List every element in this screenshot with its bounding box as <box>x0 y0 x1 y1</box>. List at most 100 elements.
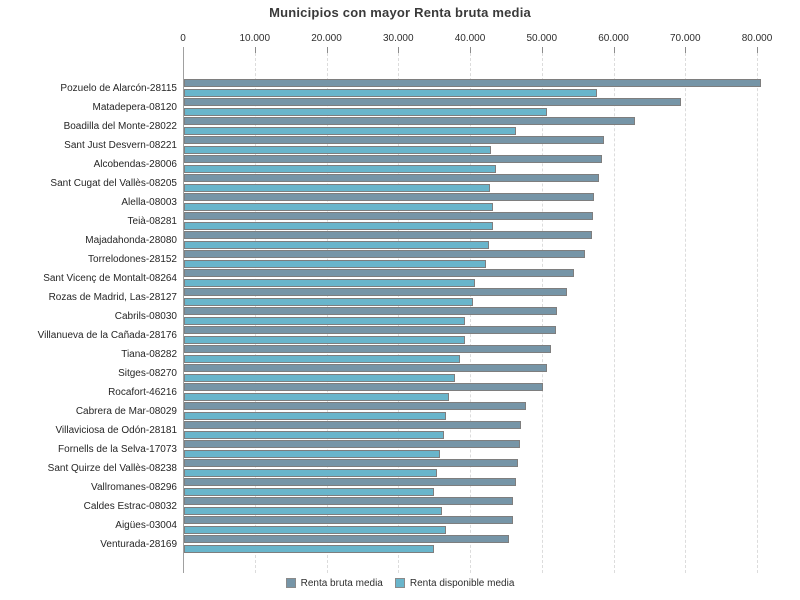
legend-swatch-renta-bruta <box>285 578 296 588</box>
x-axis-tick-label: 50.000 <box>526 33 558 44</box>
legend-label-renta-disponible: Renta disponible media <box>409 577 515 589</box>
bar-renta-disponible-media <box>184 430 444 439</box>
category-label: Rozas de Madrid, Las-28127 <box>48 291 177 303</box>
bar-renta-disponible-media <box>184 145 491 154</box>
x-axis-tick-label: 30.000 <box>382 33 414 44</box>
category-label: Fornells de la Selva-17073 <box>58 443 177 455</box>
category-label: Cabrils-08030 <box>114 310 177 322</box>
bar-renta-disponible-media <box>184 449 440 458</box>
bar-renta-bruta-media <box>184 383 543 391</box>
bar-renta-bruta-media <box>184 497 513 505</box>
bar-renta-bruta-media <box>184 117 635 125</box>
bar-renta-disponible-media <box>184 107 547 116</box>
x-axis-tick-label: 40.000 <box>454 33 486 44</box>
x-axis-tick-mark <box>685 47 687 53</box>
category-label: Rocafort-46216 <box>108 386 177 398</box>
x-axis-tick-mark <box>254 47 256 53</box>
bar-renta-bruta-media <box>184 307 557 315</box>
x-axis-tick-mark <box>398 47 400 53</box>
bar-renta-bruta-media <box>184 326 556 334</box>
category-label: Sant Just Desvern-08221 <box>64 139 177 151</box>
bar-renta-disponible-media <box>184 278 475 287</box>
bar-renta-disponible-media <box>184 506 442 515</box>
category-label: Majadahonda-28080 <box>85 234 177 246</box>
category-label: Venturada-28169 <box>100 538 177 550</box>
x-axis-tick-label: 70.000 <box>669 33 701 44</box>
gridline <box>757 53 758 573</box>
bar-renta-bruta-media <box>184 288 567 296</box>
category-label: Aigües-03004 <box>115 519 177 531</box>
bar-renta-bruta-media <box>184 421 521 429</box>
x-axis-tick-mark <box>326 47 328 53</box>
category-label: Sant Cugat del Vallès-08205 <box>50 177 177 189</box>
bar-renta-disponible-media <box>184 392 449 401</box>
bar-renta-disponible-media <box>184 221 493 230</box>
category-label: Vallromanes-08296 <box>91 481 177 493</box>
category-label: Cabrera de Mar-08029 <box>75 405 177 417</box>
bar-renta-disponible-media <box>184 354 460 363</box>
gridline <box>613 53 615 573</box>
bar-renta-disponible-media <box>184 126 516 135</box>
bar-renta-bruta-media <box>184 535 509 543</box>
x-axis-tick-mark <box>613 47 615 53</box>
bar-renta-bruta-media <box>184 212 593 220</box>
bar-renta-bruta-media <box>184 364 547 372</box>
x-axis-tick-label: 80.000 <box>741 33 773 44</box>
bar-renta-disponible-media <box>184 297 473 306</box>
bar-renta-disponible-media <box>184 525 446 534</box>
bar-renta-bruta-media <box>184 516 513 524</box>
bar-renta-disponible-media <box>184 183 490 192</box>
bar-renta-bruta-media <box>184 402 526 410</box>
bar-renta-bruta-media <box>184 345 551 353</box>
bar-renta-bruta-media <box>184 440 520 448</box>
x-axis-tick-label: 10.000 <box>239 33 271 44</box>
legend-item-renta-bruta[interactable]: Renta bruta media <box>285 577 383 589</box>
category-label: Sant Vicenç de Montalt-08264 <box>43 272 177 284</box>
bar-renta-bruta-media <box>184 269 574 277</box>
bar-renta-bruta-media <box>184 155 602 163</box>
category-label: Teià-08281 <box>127 215 177 227</box>
bar-renta-bruta-media <box>184 98 681 106</box>
category-label: Matadepera-08120 <box>92 101 177 113</box>
x-axis-tick-mark <box>757 47 758 53</box>
bar-renta-disponible-media <box>184 259 486 268</box>
bar-renta-bruta-media <box>184 79 761 87</box>
bar-renta-disponible-media <box>184 202 493 211</box>
category-label: Torrelodones-28152 <box>88 253 177 265</box>
category-label: Boadilla del Monte-28022 <box>63 120 177 132</box>
category-label: Sitges-08270 <box>118 367 177 379</box>
bar-renta-bruta-media <box>184 136 604 144</box>
chart-title: Municipios con mayor Renta bruta media <box>269 5 531 20</box>
category-label: Alella-08003 <box>121 196 177 208</box>
bar-renta-disponible-media <box>184 88 597 97</box>
bar-renta-disponible-media <box>184 335 465 344</box>
y-axis-line <box>183 47 184 573</box>
bar-renta-bruta-media <box>184 231 592 239</box>
x-axis-tick-label: 60.000 <box>598 33 629 44</box>
category-label: Villanueva de la Cañada-28176 <box>37 329 177 341</box>
bar-renta-disponible-media <box>184 164 496 173</box>
bar-renta-disponible-media <box>184 411 446 420</box>
legend-item-renta-disponible[interactable]: Renta disponible media <box>394 577 515 589</box>
legend: Renta bruta media Renta disponible media <box>0 576 800 590</box>
legend-swatch-renta-disponible <box>394 578 405 588</box>
bar-renta-disponible-media <box>184 468 437 477</box>
category-label: Tiana-08282 <box>121 348 177 360</box>
bar-renta-disponible-media <box>184 487 434 496</box>
bar-renta-bruta-media <box>184 478 516 486</box>
x-axis-tick-mark <box>470 47 471 53</box>
legend-label-renta-bruta: Renta bruta media <box>300 577 383 589</box>
bar-renta-disponible-media <box>184 373 455 382</box>
gridline <box>685 53 687 573</box>
bar-renta-disponible-media <box>184 316 465 325</box>
category-label: Sant Quirze del Vallès-08238 <box>47 462 177 474</box>
bar-renta-disponible-media <box>184 240 489 249</box>
category-label: Villaviciosa de Odón-28181 <box>55 424 177 436</box>
x-axis-tick-mark <box>541 47 543 53</box>
bar-renta-bruta-media <box>184 250 585 258</box>
bar-renta-bruta-media <box>184 174 599 182</box>
bar-renta-bruta-media <box>184 193 594 201</box>
x-axis-tick-label: 20.000 <box>311 33 342 44</box>
bar-renta-bruta-media <box>184 459 518 467</box>
